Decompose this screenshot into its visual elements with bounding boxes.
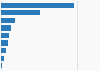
Bar [1,3,74,8]
Bar [1,18,15,23]
Bar [1,33,9,38]
Bar [1,10,40,15]
Bar [1,63,2,68]
Bar [1,48,6,53]
Bar [1,40,8,46]
Bar [1,25,11,31]
Bar [1,56,4,61]
